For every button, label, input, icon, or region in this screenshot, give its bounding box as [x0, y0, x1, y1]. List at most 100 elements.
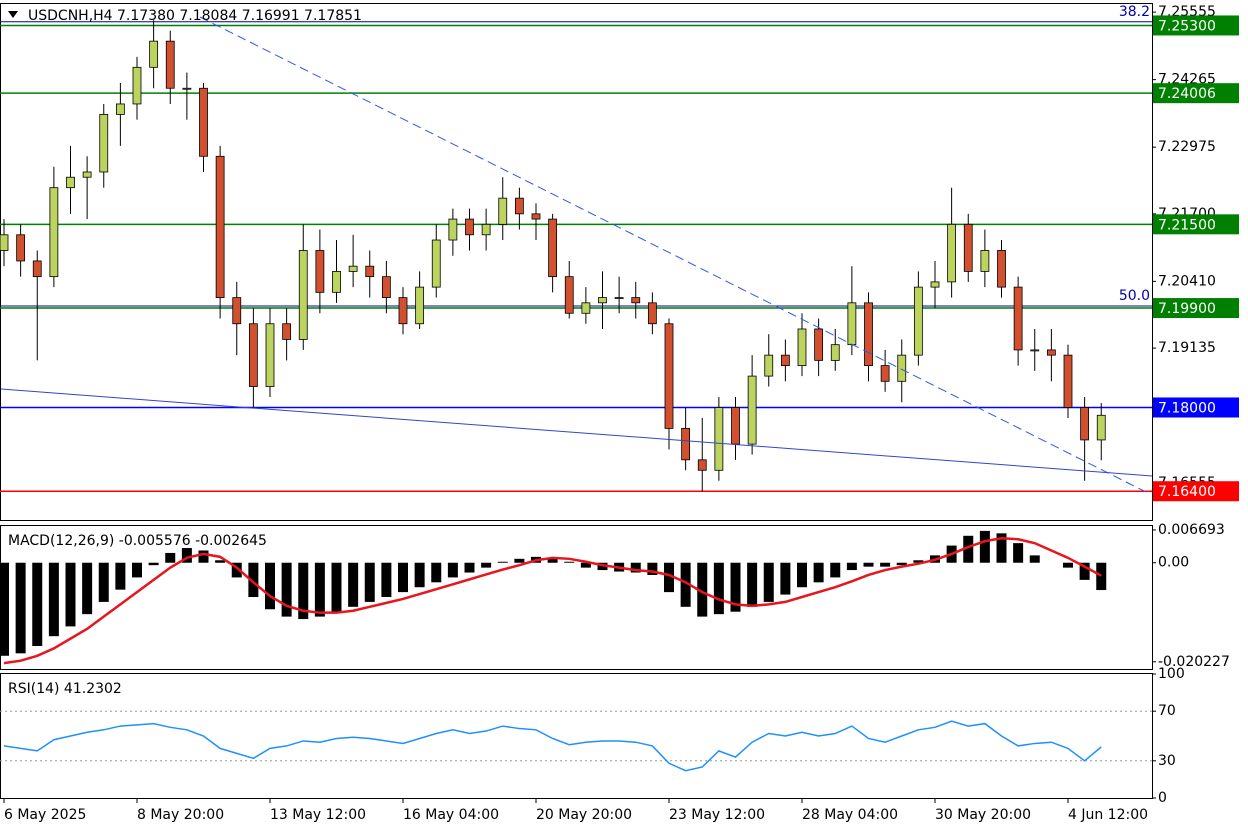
candle-body — [697, 459, 707, 471]
candle-body — [49, 187, 59, 278]
candle-body — [631, 297, 641, 304]
candle-body — [32, 260, 42, 278]
macd-bar — [431, 562, 442, 583]
candle-body — [747, 375, 757, 445]
candle-body — [182, 87, 192, 90]
macd-bar — [215, 560, 226, 563]
macd-bar — [181, 548, 192, 563]
macd-bar — [1096, 562, 1107, 591]
candle-body — [1096, 414, 1106, 441]
x-tick-label: 8 May 20:00 — [137, 807, 224, 823]
macd-bar — [447, 562, 458, 578]
candle-body — [365, 265, 375, 278]
macd-bar — [348, 562, 359, 607]
macd-bar — [265, 562, 275, 610]
macd-bar — [198, 550, 209, 563]
macd-bar — [132, 562, 142, 578]
x-tick-label: 20 May 20:00 — [536, 807, 632, 823]
x-tick-label: 13 May 12:00 — [270, 807, 366, 823]
candle-body — [814, 328, 824, 361]
candle-body — [381, 276, 391, 298]
candle-body — [165, 40, 175, 89]
macd-bar — [414, 562, 425, 588]
y-tick-label: 0.00 — [1158, 555, 1189, 571]
macd-bar — [780, 562, 791, 595]
candle-body — [797, 328, 807, 367]
macd-bar — [82, 562, 93, 615]
candle-body — [199, 87, 208, 157]
plot-marks: 38.2 50.0 — [0, 4, 1156, 799]
candle-body — [232, 297, 242, 325]
macd-bar — [298, 562, 309, 620]
candle-body — [149, 40, 159, 68]
y-tick-label: 7.20410 — [1158, 273, 1216, 289]
candle-body — [514, 197, 524, 215]
y-tick-label: -0.020227 — [1158, 654, 1230, 670]
macd-bar — [813, 562, 824, 583]
macd-bar — [281, 562, 292, 617]
candle-body — [531, 213, 541, 220]
candle-body — [82, 171, 92, 178]
candle-body — [99, 114, 109, 173]
y-tick-label: 0 — [1158, 790, 1167, 806]
candle-body — [581, 302, 591, 314]
candle-body — [332, 271, 341, 293]
y-tick-label: 0.006693 — [1158, 522, 1225, 538]
candle-body — [930, 281, 940, 288]
level-price-label: 7.25300 — [1158, 18, 1216, 34]
level-price-box — [1153, 214, 1239, 235]
x-tick-label: 4 Jun 12:00 — [1068, 807, 1148, 823]
level-price-box — [1153, 15, 1239, 36]
rsi-title: RSI(14) 41.2302 — [8, 681, 122, 697]
candle-body — [348, 265, 358, 272]
macd-bar — [115, 562, 126, 590]
candle-body — [66, 176, 75, 189]
candle-body — [614, 297, 624, 299]
candle-body — [448, 218, 458, 241]
level-price-label: 7.16400 — [1158, 484, 1216, 500]
macd-title: MACD(12,26,9) -0.005576 -0.002645 — [8, 533, 267, 549]
macd-bar — [0, 562, 9, 656]
candle-body — [830, 344, 840, 361]
candle-body — [0, 234, 9, 251]
x-tick-label: 16 May 04:00 — [403, 807, 499, 823]
main-title: USDCNH,H4 7.17380 7.18084 7.16991 7.1785… — [28, 8, 362, 24]
level-price-label: 7.21500 — [1158, 217, 1216, 233]
macd-bar — [481, 562, 492, 568]
main-panel-border — [0, 3, 1153, 521]
macd-bar — [664, 562, 674, 593]
candle-body — [947, 223, 957, 283]
candle-body — [864, 302, 873, 367]
macd-bar — [398, 562, 408, 593]
level-price-box — [1153, 83, 1239, 104]
macd-bar — [863, 562, 874, 567]
y-tick-label: 70 — [1158, 703, 1176, 719]
macd-bar — [979, 530, 990, 563]
macd-bar — [497, 561, 508, 563]
level-price-label: 7.18000 — [1158, 400, 1216, 416]
macd-bar — [48, 562, 59, 637]
candle-body — [16, 234, 26, 262]
macd-bar — [248, 562, 259, 598]
macd-bar — [231, 562, 242, 578]
macd-bar — [98, 562, 109, 602]
candle-body — [265, 323, 275, 387]
macd-bar — [830, 562, 841, 578]
x-tick-label: 6 May 2025 — [4, 807, 86, 823]
candle-body — [1080, 407, 1090, 441]
candle-body — [598, 297, 607, 304]
candle-body — [215, 155, 225, 298]
candle-body — [115, 103, 125, 115]
level-price-label: 7.19900 — [1158, 301, 1216, 317]
symbol-menu-arrow[interactable] — [8, 11, 18, 18]
macd-bar — [514, 558, 525, 563]
y-tick-label: 7.19135 — [1158, 340, 1216, 356]
candle-body — [548, 218, 558, 278]
candle-body — [564, 276, 574, 314]
level-price-box — [1153, 397, 1239, 418]
macd-bar — [580, 562, 591, 568]
macd-bar — [1029, 555, 1040, 563]
rsi-panel-border — [0, 673, 1153, 799]
fib-level-label: 38.2 — [1119, 4, 1150, 20]
macd-bar — [564, 561, 575, 563]
